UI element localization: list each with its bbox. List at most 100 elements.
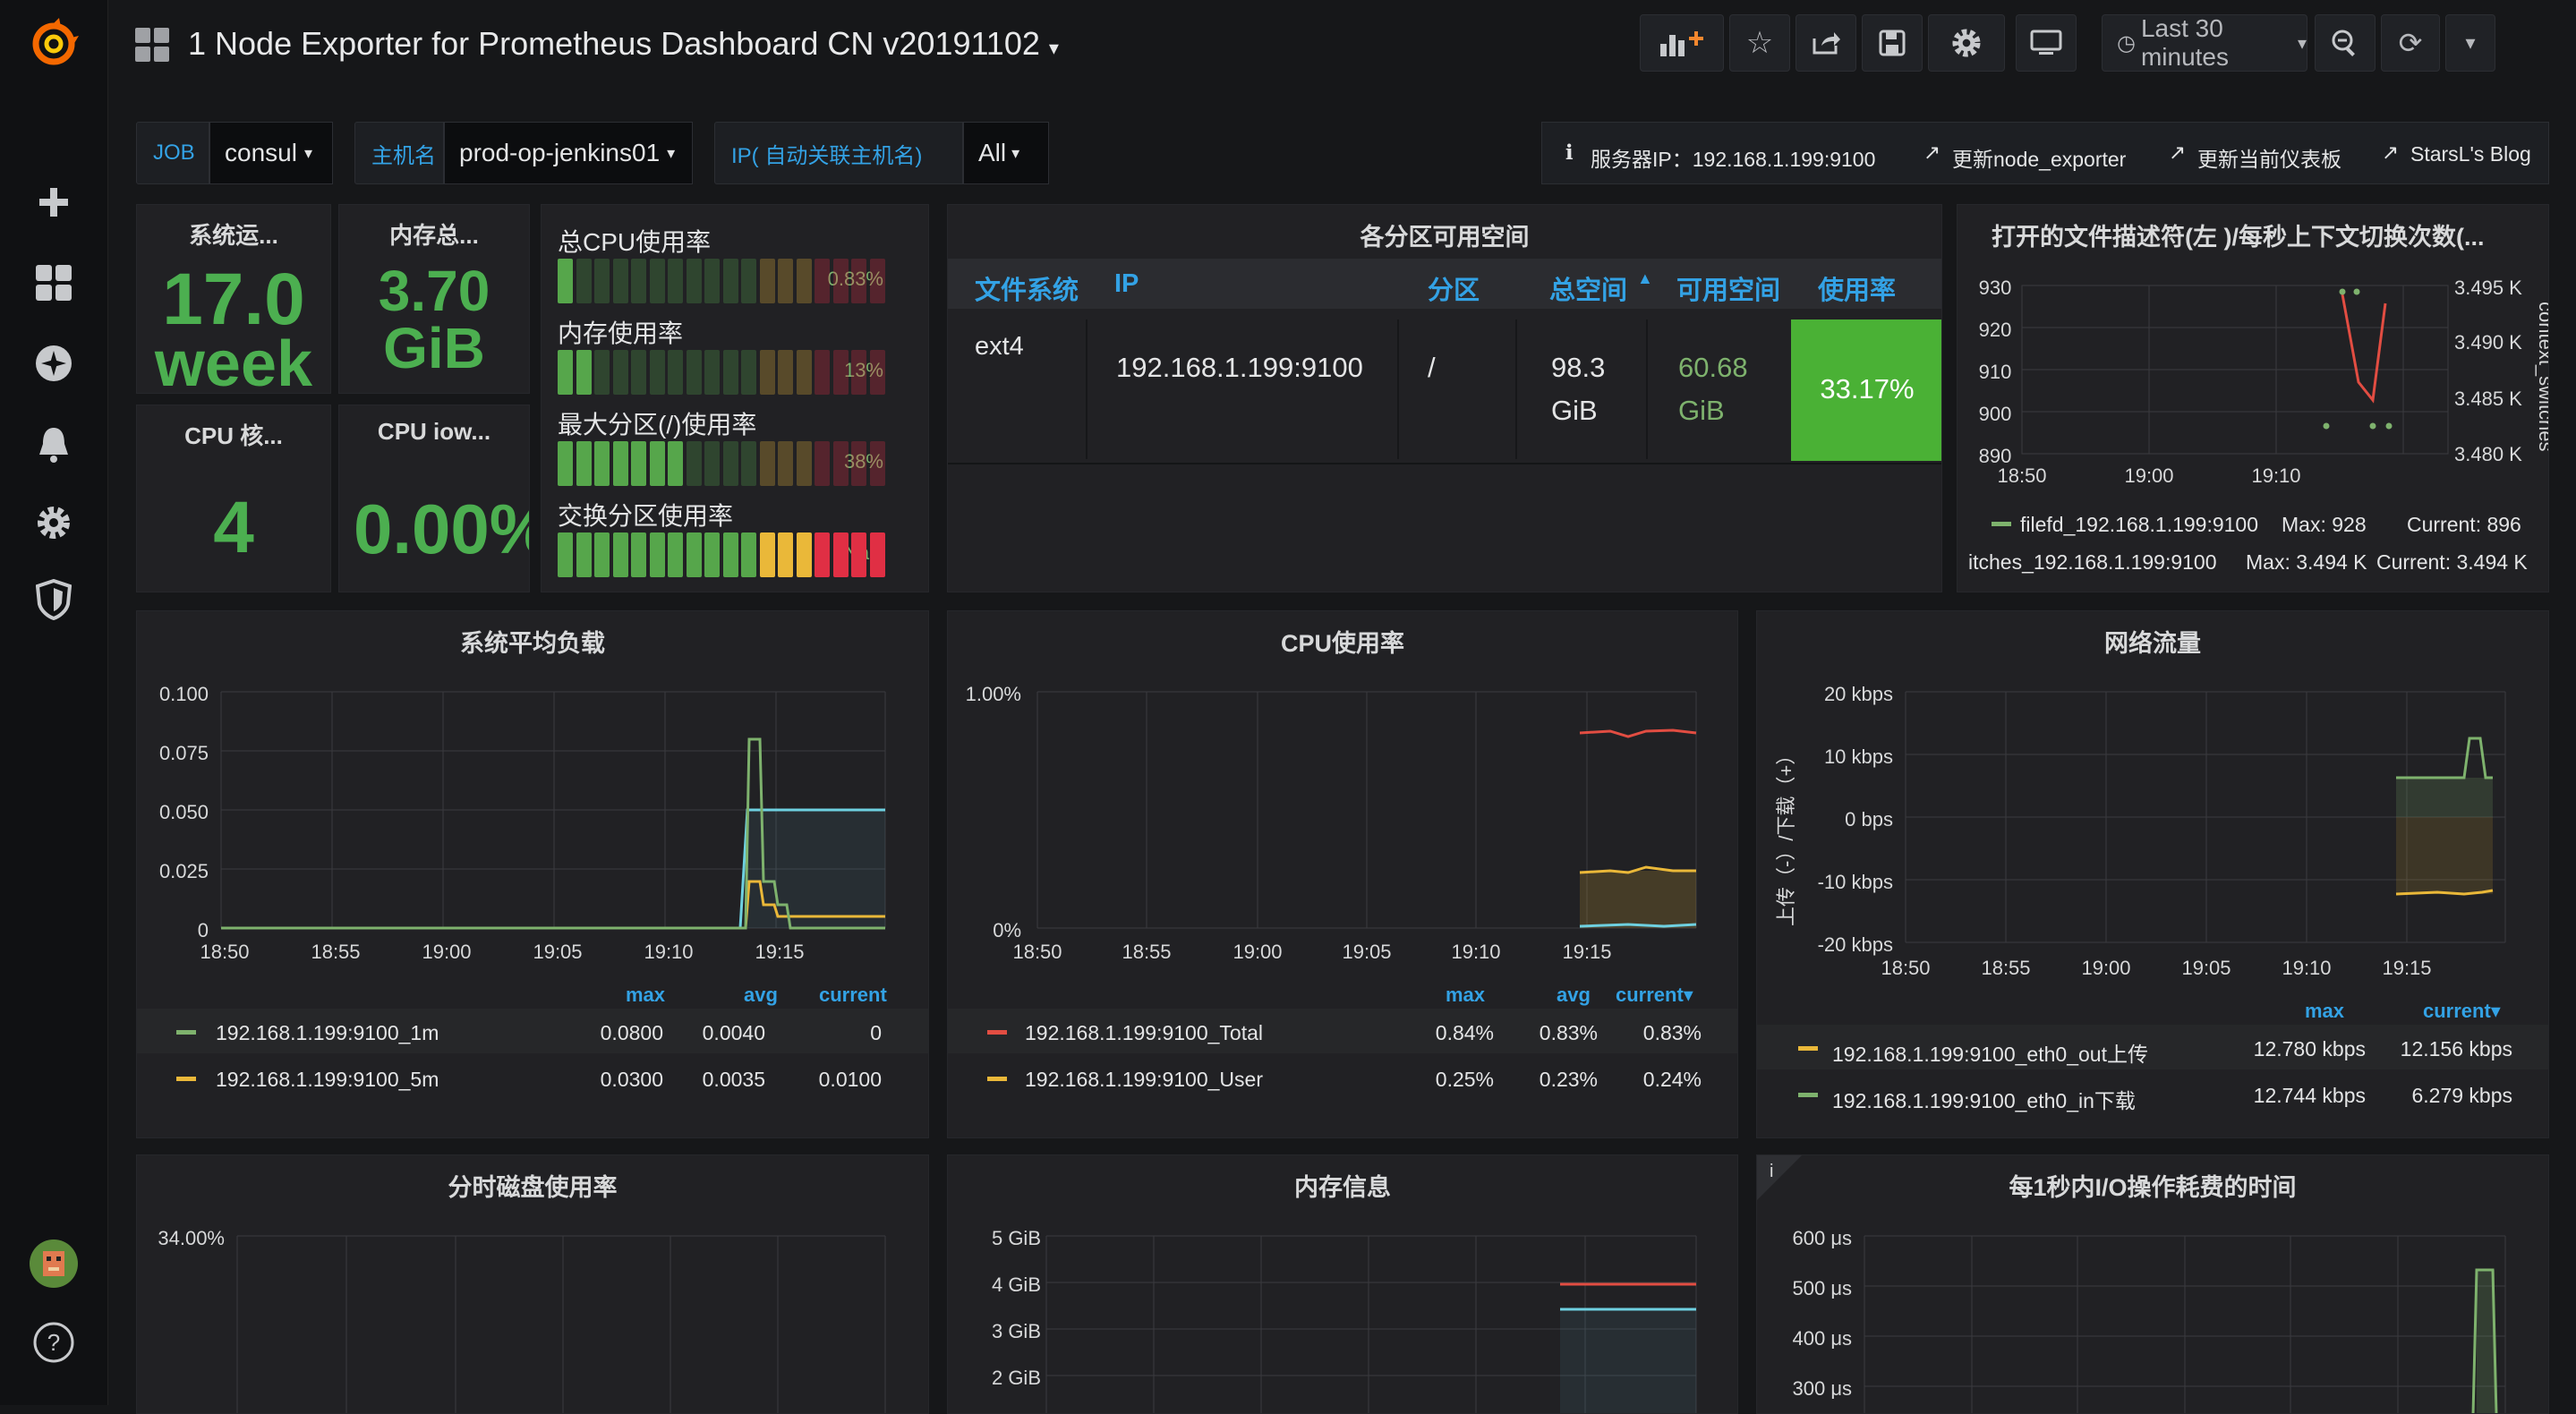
cpu-usage-panel[interactable]: CPU使用率 1.00% 0% 18:50 18:55 19:00 19:05 …	[947, 610, 1738, 1138]
gauge-segment	[594, 532, 610, 577]
filefd-chart: 930 920 910 900 890 3.495 K 3.490 K 3.48…	[1979, 277, 2548, 487]
gauge-segment	[649, 259, 665, 303]
legend-header-max[interactable]: max	[626, 984, 666, 1006]
column-header[interactable]: 分区	[1428, 277, 1480, 305]
bar-gauge-panel[interactable]: 总CPU使用率 0.83% 内存使用率 13% 最大分区(/)使用率 38% 交…	[541, 204, 929, 592]
legend-header-current[interactable]: current▾	[2423, 1000, 2501, 1022]
caret-icon: ▾	[303, 143, 312, 162]
legend-header-max[interactable]: max	[2305, 1000, 2345, 1022]
gauge-segment	[832, 259, 849, 303]
legend-header-avg[interactable]: avg	[1557, 984, 1591, 1006]
explore-icon[interactable]	[27, 336, 81, 390]
gauge-segment	[778, 532, 793, 577]
legend-item[interactable]: 192.168.1.199:9100_Total 0.84% 0.83% 0.8…	[948, 1009, 1737, 1053]
avatar[interactable]	[27, 1237, 81, 1290]
grafana-logo-icon[interactable]	[27, 16, 81, 70]
legend-item[interactable]: 192.168.1.199:9100_eth0_in下载 12.744 kbps…	[1757, 1071, 2548, 1116]
filefd-context-switch-panel[interactable]: 打开的文件描述符(左 )/每秒上下文切换次数(... 930 920 910 9…	[1957, 204, 2549, 592]
column-header[interactable]: 总空间	[1549, 277, 1628, 305]
variable-ip-select[interactable]: All ▾	[963, 122, 1049, 184]
legend-current: 0	[870, 1021, 882, 1044]
legend-header-current[interactable]: current	[819, 984, 887, 1006]
zoom-out-button[interactable]	[2315, 14, 2376, 72]
server-ip-link[interactable]: 服务器IP：192.168.1.199:9100	[1591, 148, 1876, 171]
alert-bell-icon[interactable]	[27, 417, 81, 471]
legend-swatch	[176, 1077, 196, 1081]
network-traffic-panel[interactable]: 网络流量 上传（-）/下载（+） 20 kbps 10 kbps 0 bps -…	[1756, 610, 2549, 1138]
share-button[interactable]	[1796, 14, 1856, 72]
y-tick: -20 kbps	[1818, 933, 1893, 956]
legend-item[interactable]: filefd_192.168.1.199:9100 Max: 928 Curre…	[1958, 500, 2548, 545]
time-picker-button[interactable]: ◷ Last 30 minutes ▾	[2102, 14, 2307, 72]
memory-total-stat-panel[interactable]: 内存总... 3.70 GiB	[338, 204, 530, 394]
column-header[interactable]: 使用率	[1818, 277, 1897, 305]
legend-header-max[interactable]: max	[1446, 984, 1486, 1006]
plus-icon[interactable]	[27, 175, 81, 229]
legend-name: 192.168.1.199:9100_Total	[1025, 1021, 1264, 1044]
gauge-segment	[612, 532, 628, 577]
star-button[interactable]: ☆	[1729, 14, 1790, 72]
legend-item[interactable]: 192.168.1.199:9100_1m 0.0800 0.0040 0	[137, 1009, 928, 1053]
legend-item[interactable]: itches_192.168.1.199:9100 Max: 3.494 K C…	[1958, 538, 2548, 583]
disk-usage-panel[interactable]: 分时磁盘使用率 34.00%	[136, 1154, 929, 1414]
tv-mode-button[interactable]	[2016, 14, 2077, 72]
io-chart: 600 μs 500 μs 400 μs 300 μs	[1793, 1227, 2506, 1413]
panel-title: 每1秒内I/O操作耗费的时间	[2009, 1174, 2297, 1201]
disk-chart: 34.00%	[158, 1227, 886, 1413]
dashboard-title[interactable]: 1 Node Exporter for Prometheus Dashboard…	[188, 25, 1059, 63]
legend-item[interactable]: 192.168.1.199:9100_User 0.25% 0.23% 0.24…	[948, 1055, 1737, 1100]
legend-current: Current: 896	[2407, 513, 2521, 536]
gauge-segment	[815, 532, 830, 577]
gear-icon[interactable]	[27, 496, 81, 549]
legend-item[interactable]: 192.168.1.199:9100_5m 0.0300 0.0035 0.01…	[137, 1055, 928, 1100]
star-icon: ☆	[1745, 26, 1774, 60]
info-corner-icon[interactable]: i	[1757, 1155, 1802, 1200]
x-tick: 19:00	[2081, 957, 2130, 979]
y-tick: 0.075	[159, 742, 209, 764]
gauge-segment	[686, 532, 702, 577]
system-load-panel[interactable]: 系统平均负载 0.100 0.075 0.050 0.025 0 18:50 1…	[136, 610, 929, 1138]
column-header[interactable]: IP	[1114, 269, 1139, 298]
legend-header-avg[interactable]: avg	[744, 984, 778, 1006]
gauge-segment	[594, 350, 610, 395]
dashboards-icon[interactable]	[27, 256, 81, 310]
settings-button[interactable]	[1928, 14, 2005, 72]
stat-value: 3.70	[378, 259, 490, 323]
gauge-segment	[815, 259, 830, 303]
legend-header-current[interactable]: current▾	[1616, 984, 1693, 1006]
legend-item[interactable]: 192.168.1.199:9100_eth0_out上传 12.780 kbp…	[1757, 1025, 2548, 1069]
gauge-segment	[778, 259, 793, 303]
gauge-title-cpu: 总CPU使用率	[558, 228, 712, 256]
cpu-iowait-stat-panel[interactable]: CPU iow... 0.00%	[338, 405, 530, 592]
variable-job-select[interactable]: consul ▾	[209, 122, 333, 184]
cell-ip: 192.168.1.199:9100	[1116, 352, 1363, 383]
legend-max: Max: 928	[2282, 513, 2367, 536]
y-left-tick: 910	[1979, 361, 2012, 383]
external-link-icon: ↗	[2169, 141, 2187, 164]
add-panel-button[interactable]	[1640, 14, 1724, 72]
help-icon[interactable]: ?	[27, 1316, 81, 1369]
io-time-panel[interactable]: i 每1秒内I/O操作耗费的时间 600 μs 500 μs 400 μs 30…	[1756, 1154, 2549, 1414]
legend-swatch	[987, 1030, 1007, 1035]
update-dashboard-link[interactable]: 更新当前仪表板	[2197, 148, 2341, 171]
shield-icon[interactable]	[27, 573, 81, 626]
cell-filesystem: ext4	[975, 332, 1024, 361]
blog-link[interactable]: StarsL's Blog	[2410, 142, 2531, 166]
gauge-segment	[869, 259, 885, 303]
cpu-cores-stat-panel[interactable]: CPU 核... 4	[136, 405, 331, 592]
x-tick: 19:15	[2382, 957, 2431, 979]
refresh-button[interactable]: ⟳	[2381, 14, 2440, 72]
refresh-interval-button[interactable]: ▾	[2445, 14, 2495, 72]
variable-hostname-select[interactable]: prod-op-jenkins01 ▾	[444, 122, 693, 184]
partition-table-panel[interactable]: 各分区可用空间 文件系统 IP 分区 总空间 ▲ 可用空间 使用率 ext4 1…	[947, 204, 1942, 592]
dashboard-grid-icon	[134, 27, 170, 67]
stat-title: 内存总...	[389, 222, 479, 249]
memory-info-panel[interactable]: 内存信息 5 GiB 4 GiB 3 GiB 2 GiB	[947, 1154, 1738, 1414]
uptime-stat-panel[interactable]: 系统运... 17.0 week	[136, 204, 331, 394]
update-exporter-link[interactable]: 更新node_exporter	[1952, 148, 2127, 171]
legend-avg: 0.0035	[702, 1068, 765, 1091]
column-header[interactable]: 文件系统	[975, 277, 1079, 305]
save-button[interactable]	[1862, 14, 1923, 72]
x-tick: 19:15	[755, 941, 804, 963]
column-header[interactable]: 可用空间	[1676, 277, 1781, 305]
